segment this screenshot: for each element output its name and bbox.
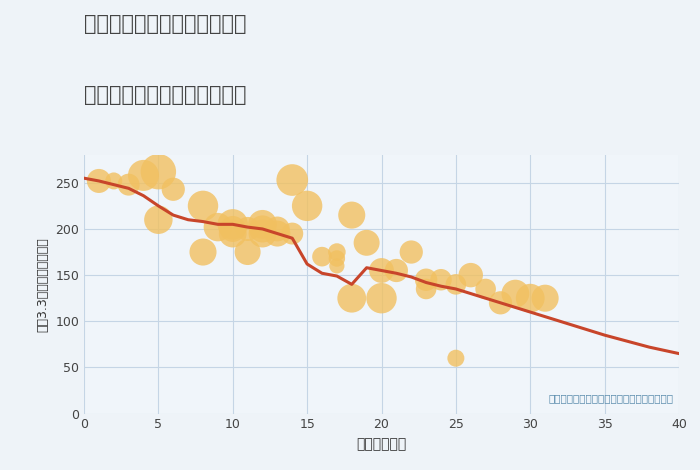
Text: 築年数別中古マンション価格: 築年数別中古マンション価格 [84, 85, 246, 105]
Point [435, 276, 447, 283]
Text: 愛知県名古屋市中村区亀島の: 愛知県名古屋市中村区亀島の [84, 14, 246, 34]
Point [197, 202, 209, 210]
Point [272, 225, 283, 233]
Point [93, 177, 104, 185]
Point [525, 294, 536, 302]
Point [346, 294, 357, 302]
Point [257, 220, 268, 228]
Point [450, 354, 461, 362]
Point [376, 294, 387, 302]
Text: 円の大きさは、取引のあった物件面積を示す: 円の大きさは、取引のあった物件面積を示す [548, 393, 673, 403]
Point [257, 230, 268, 237]
Point [421, 276, 432, 283]
Point [331, 255, 342, 262]
Point [227, 230, 238, 237]
Point [361, 239, 372, 247]
Point [257, 225, 268, 233]
Point [495, 299, 506, 306]
Point [123, 181, 134, 188]
Point [212, 223, 223, 231]
Point [197, 248, 209, 256]
Point [421, 285, 432, 293]
Point [450, 281, 461, 288]
Point [287, 230, 298, 237]
Point [406, 248, 417, 256]
Point [316, 253, 328, 260]
Point [272, 230, 283, 237]
Point [465, 271, 476, 279]
Point [153, 168, 164, 175]
Point [242, 225, 253, 233]
Point [540, 294, 551, 302]
Point [391, 267, 402, 274]
Point [242, 248, 253, 256]
Point [480, 285, 491, 293]
Point [153, 216, 164, 223]
Point [108, 177, 119, 185]
X-axis label: 築年数（年）: 築年数（年） [356, 437, 407, 451]
Point [331, 262, 342, 270]
Y-axis label: 坪（3.3㎡）単価（万円）: 坪（3.3㎡）単価（万円） [36, 237, 50, 332]
Point [287, 176, 298, 184]
Point [331, 248, 342, 256]
Point [168, 186, 179, 193]
Point [138, 172, 149, 179]
Point [227, 220, 238, 228]
Point [302, 202, 313, 210]
Point [227, 225, 238, 233]
Point [376, 267, 387, 274]
Point [510, 290, 521, 298]
Point [346, 212, 357, 219]
